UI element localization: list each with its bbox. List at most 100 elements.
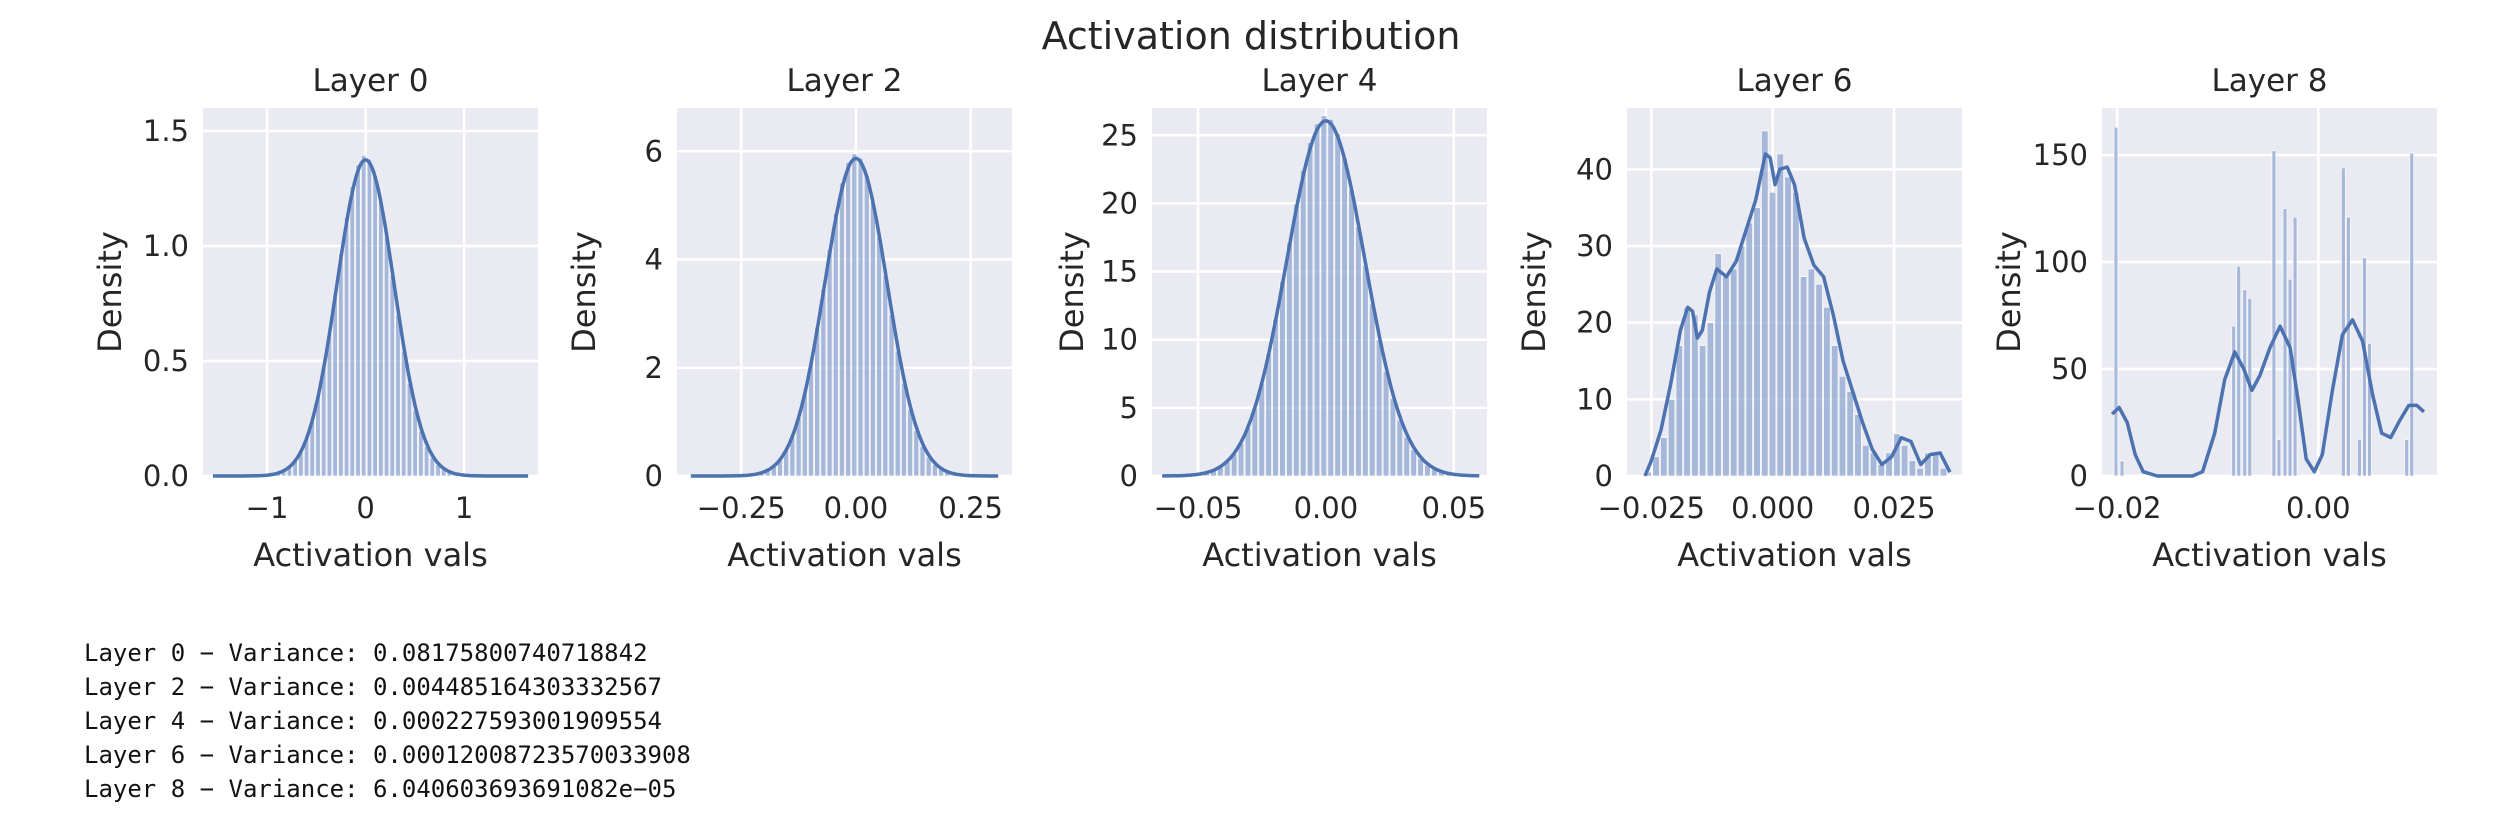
histogram-bar bbox=[2287, 278, 2293, 477]
histogram-bar bbox=[2236, 266, 2241, 477]
y-tick-label: 30 bbox=[1576, 229, 1613, 263]
histogram-bar bbox=[1327, 118, 1334, 477]
kde-line bbox=[1643, 152, 1952, 477]
histogram-bar bbox=[1410, 449, 1417, 477]
histogram-bar bbox=[395, 314, 401, 477]
histogram-bar bbox=[1355, 226, 1362, 477]
y-axis-label: Density bbox=[565, 231, 603, 353]
histogram-bar bbox=[2231, 325, 2236, 477]
histogram-bar bbox=[1854, 414, 1862, 477]
histogram-bar bbox=[1667, 399, 1676, 477]
variance-log-line: Layer 0 − Variance: 0.08175800740718842 bbox=[84, 639, 648, 667]
histogram-bar bbox=[913, 430, 920, 477]
histogram-bar bbox=[1348, 189, 1355, 477]
histogram-bar bbox=[1807, 268, 1815, 477]
y-tick-label: 0 bbox=[2070, 459, 2088, 493]
y-tick-label: 0 bbox=[645, 459, 663, 493]
histogram-bar bbox=[1313, 123, 1321, 477]
subplot-title: Layer 6 bbox=[1736, 63, 1852, 99]
histogram-bar bbox=[366, 158, 372, 477]
histogram-bar bbox=[1396, 419, 1403, 477]
histogram-bar bbox=[2242, 289, 2247, 477]
histogram-bar bbox=[389, 274, 395, 477]
histogram-bar bbox=[412, 409, 418, 477]
histogram-bar bbox=[1403, 436, 1410, 477]
histogram-bar bbox=[338, 253, 344, 477]
y-tick-label: 100 bbox=[2033, 245, 2088, 279]
histogram-bar bbox=[1939, 468, 1948, 477]
histogram-bar bbox=[2113, 126, 2119, 477]
y-axis-label: Density bbox=[1515, 231, 1553, 353]
histogram-bar bbox=[1792, 192, 1800, 477]
histogram-bar bbox=[857, 157, 864, 477]
y-tick-label: 0 bbox=[1120, 459, 1138, 493]
x-tick-label: 0.000 bbox=[1731, 491, 1814, 525]
kde-line bbox=[212, 158, 529, 478]
x-tick-label: 0.00 bbox=[824, 491, 889, 525]
variance-log-line: Layer 8 − Variance: 6.040603693691082e−0… bbox=[84, 775, 677, 803]
histogram-bar bbox=[888, 314, 895, 477]
histogram-bar bbox=[2271, 150, 2277, 477]
chart-panel: −0.02 0.00 0 50 100 150 Layer 8 Activation vals… bbox=[1990, 63, 2437, 574]
variance-log-line: Layer 2 − Variance: 0.004485164303332567 bbox=[84, 673, 662, 701]
histogram-bar bbox=[2409, 152, 2414, 477]
histogram-bar bbox=[1916, 468, 1924, 477]
histogram-bar bbox=[355, 164, 361, 477]
histogram-bar bbox=[1862, 445, 1870, 477]
histogram-bar bbox=[1846, 391, 1854, 477]
x-tick-label: −1 bbox=[246, 491, 289, 525]
y-tick-label: 0.5 bbox=[143, 344, 189, 378]
x-axis-label: Activation vals bbox=[727, 536, 961, 574]
histogram-bar bbox=[1265, 353, 1272, 477]
y-tick-label: 15 bbox=[1101, 255, 1138, 289]
histogram-bar bbox=[1272, 318, 1279, 477]
histogram-bar bbox=[372, 174, 378, 477]
x-tick-label: 0.00 bbox=[1294, 491, 1359, 525]
histogram-bar bbox=[1375, 339, 1383, 477]
x-tick-label: 0 bbox=[356, 491, 374, 525]
y-tick-label: 10 bbox=[1576, 382, 1613, 416]
kde-line bbox=[1162, 119, 1480, 478]
chart-panel: −0.025 0.000 0.025 0 10 20 30 40 Layer 6 Activati… bbox=[1515, 63, 1962, 574]
histogram-bar bbox=[1334, 133, 1341, 477]
histogram-bar bbox=[378, 201, 384, 477]
histogram-bar bbox=[1306, 142, 1314, 477]
y-tick-label: 4 bbox=[645, 243, 663, 277]
histogram-bar bbox=[349, 185, 355, 477]
histogram-bar bbox=[832, 212, 839, 477]
histogram-bar bbox=[851, 153, 858, 477]
histogram-bar bbox=[894, 350, 901, 477]
x-tick-label: 0.25 bbox=[938, 491, 1003, 525]
histogram-bar bbox=[1722, 276, 1730, 477]
kde-line bbox=[2110, 318, 2426, 478]
histogram-bar bbox=[882, 275, 889, 477]
histogram-bar bbox=[2276, 439, 2282, 477]
histogram-bar bbox=[839, 182, 845, 477]
histogram-bar bbox=[332, 292, 338, 477]
histogram-bar bbox=[820, 288, 827, 477]
chart-panel: −0.05 0.00 0.05 0 5 10 15 20 25 Layer 4 Activation… bbox=[1053, 63, 1487, 574]
y-tick-label: 25 bbox=[1101, 118, 1138, 152]
histogram-bar bbox=[1815, 284, 1823, 477]
y-tick-label: 10 bbox=[1101, 323, 1138, 357]
histogram-bar bbox=[876, 236, 882, 477]
histogram-bar bbox=[2341, 167, 2346, 477]
subplot-title: Layer 4 bbox=[1261, 63, 1377, 99]
histogram-bar bbox=[1730, 268, 1738, 477]
histogram-bar bbox=[863, 174, 870, 477]
histogram-bar bbox=[1838, 376, 1847, 477]
figure-title: Activation distribution bbox=[1041, 14, 1461, 58]
histogram-bar bbox=[1784, 176, 1792, 477]
x-tick-label: 0.00 bbox=[2286, 491, 2351, 525]
histogram-bar bbox=[2367, 343, 2372, 477]
histogram-bar bbox=[1901, 445, 1909, 477]
histogram-bar bbox=[1286, 242, 1293, 477]
histogram-bar bbox=[1908, 460, 1916, 477]
histogram-bar bbox=[1924, 452, 1932, 477]
kde-line bbox=[690, 156, 999, 478]
y-tick-label: 1.0 bbox=[143, 229, 189, 263]
y-tick-label: 40 bbox=[1576, 152, 1613, 186]
histogram-bar bbox=[1714, 253, 1722, 477]
variance-log-line: Layer 4 − Variance: 0.000227593001909554 bbox=[84, 707, 662, 735]
